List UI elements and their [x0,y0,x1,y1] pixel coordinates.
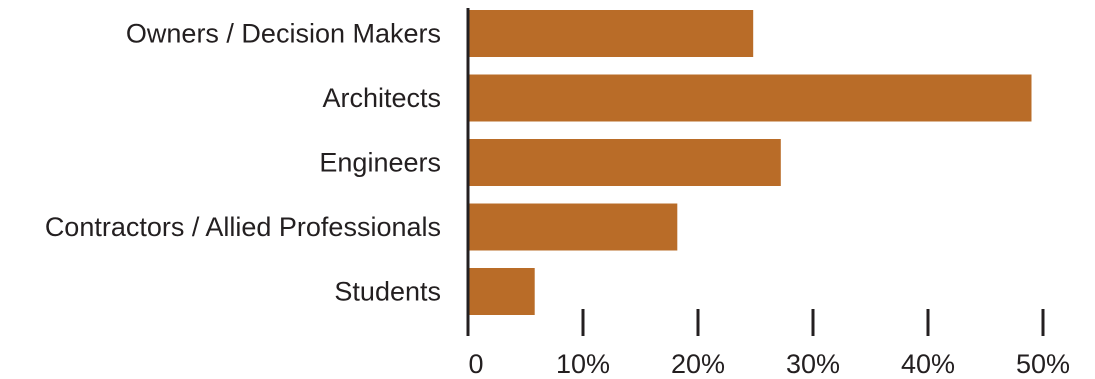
bar-4 [468,268,535,315]
category-label-4: Students [334,277,441,307]
bar-2 [468,139,781,186]
category-label-3: Contractors / Allied Professionals [45,212,441,242]
bar-0 [468,10,754,57]
x-axis-tick-labels: 0 10% 20% 30% 40% 50% [468,349,1070,379]
x-axis-ticks [581,309,1045,336]
x-tick-label-4: 40% [901,349,955,379]
x-tick-label-2: 20% [671,349,725,379]
category-label-2: Engineers [319,148,441,178]
x-tick-label-5: 50% [1016,349,1070,379]
category-label-0: Owners / Decision Makers [126,19,441,49]
category-label-1: Architects [322,83,441,113]
x-tick-label-1: 10% [556,349,610,379]
bar-1 [468,74,1032,122]
category-labels: Owners / Decision Makers Architects Engine… [45,19,441,307]
bar-3 [468,203,678,251]
x-tick-label-0: 0 [468,349,483,379]
x-tick-label-3: 30% [786,349,840,379]
bars-group [468,10,1032,315]
